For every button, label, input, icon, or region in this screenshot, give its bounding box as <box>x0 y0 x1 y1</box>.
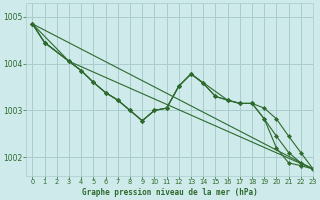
X-axis label: Graphe pression niveau de la mer (hPa): Graphe pression niveau de la mer (hPa) <box>82 188 258 197</box>
